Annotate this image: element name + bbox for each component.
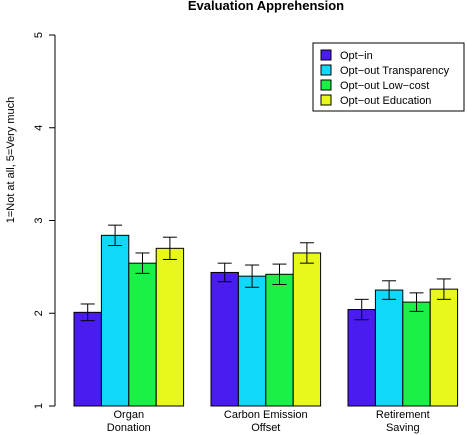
error-bar	[245, 264, 260, 288]
bar	[128, 262, 157, 407]
bar	[347, 309, 376, 407]
y-tick-label: 4	[33, 125, 45, 131]
legend-label: Opt−out Education	[340, 95, 431, 107]
y-axis-ticks: 1 2 3 4 5	[33, 32, 55, 409]
legend: Opt−in Opt−out Transparency Opt−out Low−co…	[312, 42, 465, 112]
legend-swatch	[320, 79, 332, 91]
legend-label: Opt−out Transparency	[340, 65, 450, 77]
bar	[73, 311, 102, 407]
error-bar	[436, 278, 451, 300]
bars	[73, 234, 459, 407]
error-bar	[80, 303, 95, 322]
chart-title: Evaluation Apprehension	[188, 0, 344, 13]
bar	[100, 234, 130, 407]
legend-swatch	[320, 94, 332, 106]
y-axis-label: 1=Not at all, 5=Very much	[5, 97, 17, 224]
legend-swatch	[320, 49, 332, 61]
legend-box	[312, 42, 465, 112]
legend-item: Opt−in	[320, 49, 373, 62]
x-tick-label: Retirement	[376, 409, 430, 421]
x-tick-label: Organ	[114, 409, 145, 421]
x-tick-label: Saving	[386, 422, 420, 434]
y-tick-label: 2	[33, 310, 45, 316]
bar	[237, 275, 267, 407]
error-bar	[354, 298, 369, 321]
error-bar	[272, 263, 287, 285]
x-tick-label: Carbon Emission	[224, 409, 308, 421]
bar	[374, 289, 404, 407]
legend-label: Opt−in	[340, 50, 373, 62]
error-bar	[162, 236, 177, 260]
bar	[292, 252, 322, 407]
error-bar	[409, 292, 424, 312]
bar	[210, 271, 239, 407]
x-tick-label: Offset	[251, 422, 280, 434]
bar	[429, 288, 459, 407]
legend-swatch	[320, 64, 332, 76]
y-tick-label: 1	[33, 403, 45, 409]
legend-item: Opt−out Education	[320, 94, 431, 107]
y-tick-label: 5	[33, 32, 45, 38]
error-bar	[108, 224, 123, 247]
legend-item: Opt−out Transparency	[320, 64, 450, 77]
error-bars	[80, 224, 451, 322]
bar	[265, 273, 294, 407]
error-bar	[217, 262, 232, 283]
error-bar	[135, 252, 150, 274]
error-bar	[382, 280, 397, 300]
bar	[402, 301, 431, 407]
legend-item: Opt−out Low−cost	[320, 79, 429, 92]
legend-label: Opt−out Low−cost	[340, 80, 429, 92]
y-tick-label: 3	[33, 217, 45, 223]
bar	[155, 247, 185, 407]
x-tick-label: Donation	[107, 422, 151, 434]
error-bar	[299, 242, 314, 264]
